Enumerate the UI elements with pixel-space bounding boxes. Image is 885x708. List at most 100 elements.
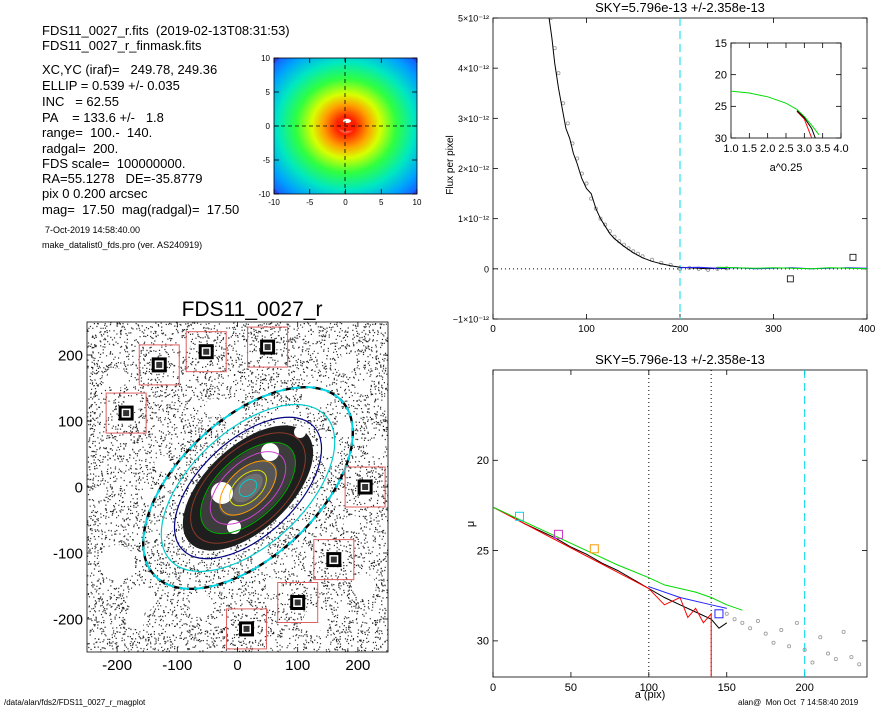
star-box: [277, 582, 319, 623]
thumbnail-panel: -10 -5 0 5 10 10 5 0 -5 -10: [258, 54, 422, 207]
sky-point: [565, 121, 570, 126]
isophote: [160, 403, 336, 573]
x-tick-label: 0: [490, 682, 496, 694]
x-tick-label: 150: [718, 682, 736, 694]
profile-point: [826, 651, 831, 656]
y-tick-label: 20: [477, 455, 489, 467]
y-tick-label: 1×10⁻¹²: [458, 214, 489, 224]
galaxy: [182, 425, 314, 551]
footer-path: /data/alan/fds2/FDS11_0027_r_magplot: [4, 698, 146, 707]
x-tick-label: -5: [306, 198, 314, 207]
sky-point: [584, 181, 589, 186]
sky-plot-ylabel: Flux per pixel: [445, 135, 456, 194]
x-tick-label: 2.0: [760, 143, 775, 155]
x-tick-label: -100: [162, 657, 192, 674]
inset-series-line: [731, 90, 820, 136]
profile-point: [724, 611, 729, 616]
info-program: make_datalist0_fds.pro (ver. AS240919): [42, 240, 203, 250]
y-tick-label: 30: [477, 636, 489, 648]
info-line-center: XC,YC (iraf)= 249.78, 249.36: [42, 62, 218, 77]
y-tick-label: 3×10⁻¹²: [458, 114, 489, 124]
star-core: [264, 344, 271, 351]
y-tick-label: -100: [53, 545, 83, 562]
x-tick-label: 5: [379, 198, 384, 207]
mask-hole: [99, 544, 136, 581]
info-line-pix: pix 0 0.200 arcsec: [42, 186, 148, 201]
profile-point: [833, 656, 838, 661]
sky-point: [598, 216, 603, 221]
mask-hole: [176, 338, 191, 353]
mask-hole: [336, 418, 355, 437]
info-line-mask: FDS11_0027_r_finmask.fits: [42, 38, 202, 53]
profile-point: [732, 617, 737, 622]
sky-point: [548, 18, 553, 20]
mask-hole: [302, 381, 329, 408]
star-core: [156, 361, 163, 368]
star-box: [247, 326, 289, 368]
profile-square-marker: [553, 529, 563, 539]
profile-point: [787, 644, 792, 649]
mask-hole: [265, 578, 282, 594]
boxed-stars: [105, 326, 386, 650]
sky-point: [668, 262, 673, 267]
star-box: [138, 344, 180, 386]
mask-hole: [157, 518, 174, 535]
mask-hole: [366, 438, 385, 457]
star-core: [243, 625, 250, 632]
isophote: [209, 451, 287, 525]
star-core: [330, 556, 337, 563]
x-tick-label: 0: [233, 657, 241, 674]
profile-point: [794, 620, 799, 625]
mask-hole: [317, 437, 338, 458]
info-date: 7-Oct-2019 14:58:40.00: [45, 225, 141, 235]
x-tick-label: 100: [578, 324, 595, 335]
y-tick-label: 0: [75, 479, 83, 496]
profile-point: [857, 662, 862, 667]
profile-point: [748, 626, 753, 631]
isophote: [173, 416, 323, 560]
profile-square-marker: [589, 544, 599, 554]
sky-plot-title: SKY=5.796e-13 +/-2.358e-13: [595, 0, 765, 15]
mask-hole: [302, 493, 317, 508]
mask-hole: [127, 585, 156, 614]
info-line-mag: mag= 17.50 mag(radgal)= 17.50: [42, 202, 240, 217]
info-line-range: range= 100.- 140.: [42, 125, 153, 140]
x-tick-label: -200: [102, 657, 132, 674]
x-tick-label: 3.0: [797, 143, 812, 155]
y-tick-label: 2×10⁻¹²: [458, 164, 489, 174]
mask-hole: [277, 406, 294, 423]
y-tick-label: -5: [263, 156, 271, 165]
thumbnail-core: [337, 119, 357, 131]
y-tick-label: 30: [715, 133, 727, 145]
profile-point: [818, 635, 823, 640]
isophote: [219, 460, 277, 516]
isophote: [200, 441, 296, 535]
info-line-fits: FDS11_0027_r.fits (2019-02-13T08:31:53): [42, 23, 290, 38]
profile-series-line: [493, 506, 712, 677]
footer-timestamp: alan@ Mon Oct 7 14:58:40 2019: [738, 698, 859, 707]
profile-point: [841, 629, 846, 634]
x-tick-label: 1.0: [723, 143, 738, 155]
x-tick-label: 300: [765, 324, 782, 335]
info-line-radgal: radgal= 200.: [42, 141, 119, 156]
inset-series-line: [796, 111, 813, 138]
y-tick-label: 20: [715, 70, 727, 82]
y-tick-label: 100: [58, 413, 83, 430]
sky-series-line: [548, 18, 727, 270]
profile-point: [779, 628, 784, 633]
isophote: [229, 469, 267, 507]
y-tick-label: 0: [484, 264, 489, 274]
info-line-scale: FDS scale= 100000000.: [42, 156, 186, 171]
x-tick-label: 1.5: [742, 143, 757, 155]
profile-plot-xlabel: a (pix): [635, 689, 666, 701]
profile-point: [740, 620, 745, 625]
mask-hole: [252, 550, 271, 569]
sky-square-marker: [786, 275, 794, 283]
info-line-ellip: ELLIP = 0.539 +/- 0.035: [42, 78, 180, 93]
x-tick-label: 10: [413, 198, 422, 207]
y-tick-label: 200: [58, 347, 83, 364]
y-tick-label: 10: [261, 54, 270, 63]
mask-hole: [107, 368, 128, 389]
profile-plot-frame: [492, 369, 868, 678]
